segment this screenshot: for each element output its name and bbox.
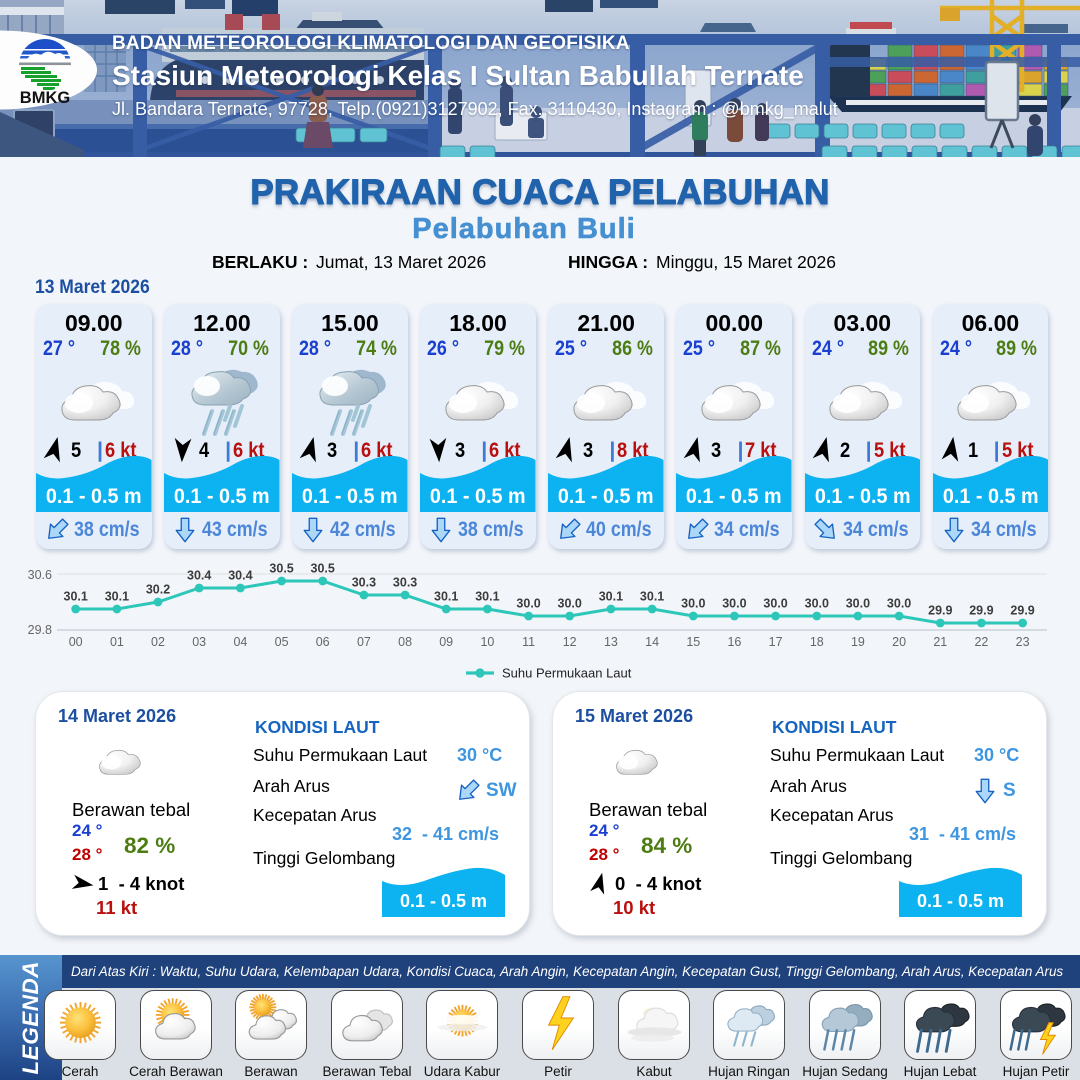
svg-text:30.0: 30.0 bbox=[846, 597, 870, 611]
svg-text:18: 18 bbox=[810, 635, 824, 649]
svg-text:17: 17 bbox=[769, 635, 783, 649]
svg-text:07: 07 bbox=[357, 635, 371, 649]
svg-text:16: 16 bbox=[727, 635, 741, 649]
svg-text:30.0: 30.0 bbox=[516, 597, 540, 611]
svg-text:30.5: 30.5 bbox=[311, 562, 335, 576]
svg-text:15: 15 bbox=[686, 635, 700, 649]
svg-text:30.3: 30.3 bbox=[393, 576, 417, 590]
svg-text:30.0: 30.0 bbox=[681, 597, 705, 611]
svg-text:12: 12 bbox=[563, 635, 577, 649]
svg-text:21: 21 bbox=[933, 635, 947, 649]
svg-text:30.1: 30.1 bbox=[105, 590, 129, 604]
svg-text:01: 01 bbox=[110, 635, 124, 649]
svg-text:30.1: 30.1 bbox=[64, 590, 88, 604]
svg-text:BMKG: BMKG bbox=[20, 89, 70, 107]
svg-text:Suhu Permukaan Laut: Suhu Permukaan Laut bbox=[502, 666, 632, 681]
svg-text:30.5: 30.5 bbox=[269, 562, 293, 576]
svg-text:19: 19 bbox=[851, 635, 865, 649]
svg-text:30.0: 30.0 bbox=[558, 597, 582, 611]
svg-text:00: 00 bbox=[69, 635, 83, 649]
svg-text:30.4: 30.4 bbox=[228, 569, 252, 583]
svg-text:14: 14 bbox=[645, 635, 659, 649]
svg-text:05: 05 bbox=[275, 635, 289, 649]
svg-text:03: 03 bbox=[192, 635, 206, 649]
svg-text:29.9: 29.9 bbox=[1010, 604, 1034, 618]
svg-text:30.4: 30.4 bbox=[187, 569, 211, 583]
svg-text:23: 23 bbox=[1016, 635, 1030, 649]
svg-text:30.0: 30.0 bbox=[763, 597, 787, 611]
svg-text:08: 08 bbox=[398, 635, 412, 649]
svg-text:30.2: 30.2 bbox=[146, 583, 170, 597]
svg-text:09: 09 bbox=[439, 635, 453, 649]
svg-text:06: 06 bbox=[316, 635, 330, 649]
svg-text:20: 20 bbox=[892, 635, 906, 649]
svg-text:30.3: 30.3 bbox=[352, 576, 376, 590]
svg-text:30.0: 30.0 bbox=[722, 597, 746, 611]
svg-text:30.1: 30.1 bbox=[475, 590, 499, 604]
svg-text:30.0: 30.0 bbox=[887, 597, 911, 611]
svg-text:04: 04 bbox=[233, 635, 247, 649]
svg-text:30.1: 30.1 bbox=[599, 590, 623, 604]
svg-text:30.0: 30.0 bbox=[805, 597, 829, 611]
svg-text:29.8: 29.8 bbox=[28, 623, 52, 637]
svg-text:11: 11 bbox=[522, 635, 535, 649]
svg-text:30.1: 30.1 bbox=[640, 590, 664, 604]
svg-text:29.9: 29.9 bbox=[969, 604, 993, 618]
svg-text:30.6: 30.6 bbox=[28, 568, 52, 582]
svg-text:10: 10 bbox=[480, 635, 494, 649]
svg-text:13: 13 bbox=[604, 635, 618, 649]
svg-text:22: 22 bbox=[974, 635, 988, 649]
svg-text:29.9: 29.9 bbox=[928, 604, 952, 618]
svg-text:02: 02 bbox=[151, 635, 165, 649]
svg-text:30.1: 30.1 bbox=[434, 590, 458, 604]
